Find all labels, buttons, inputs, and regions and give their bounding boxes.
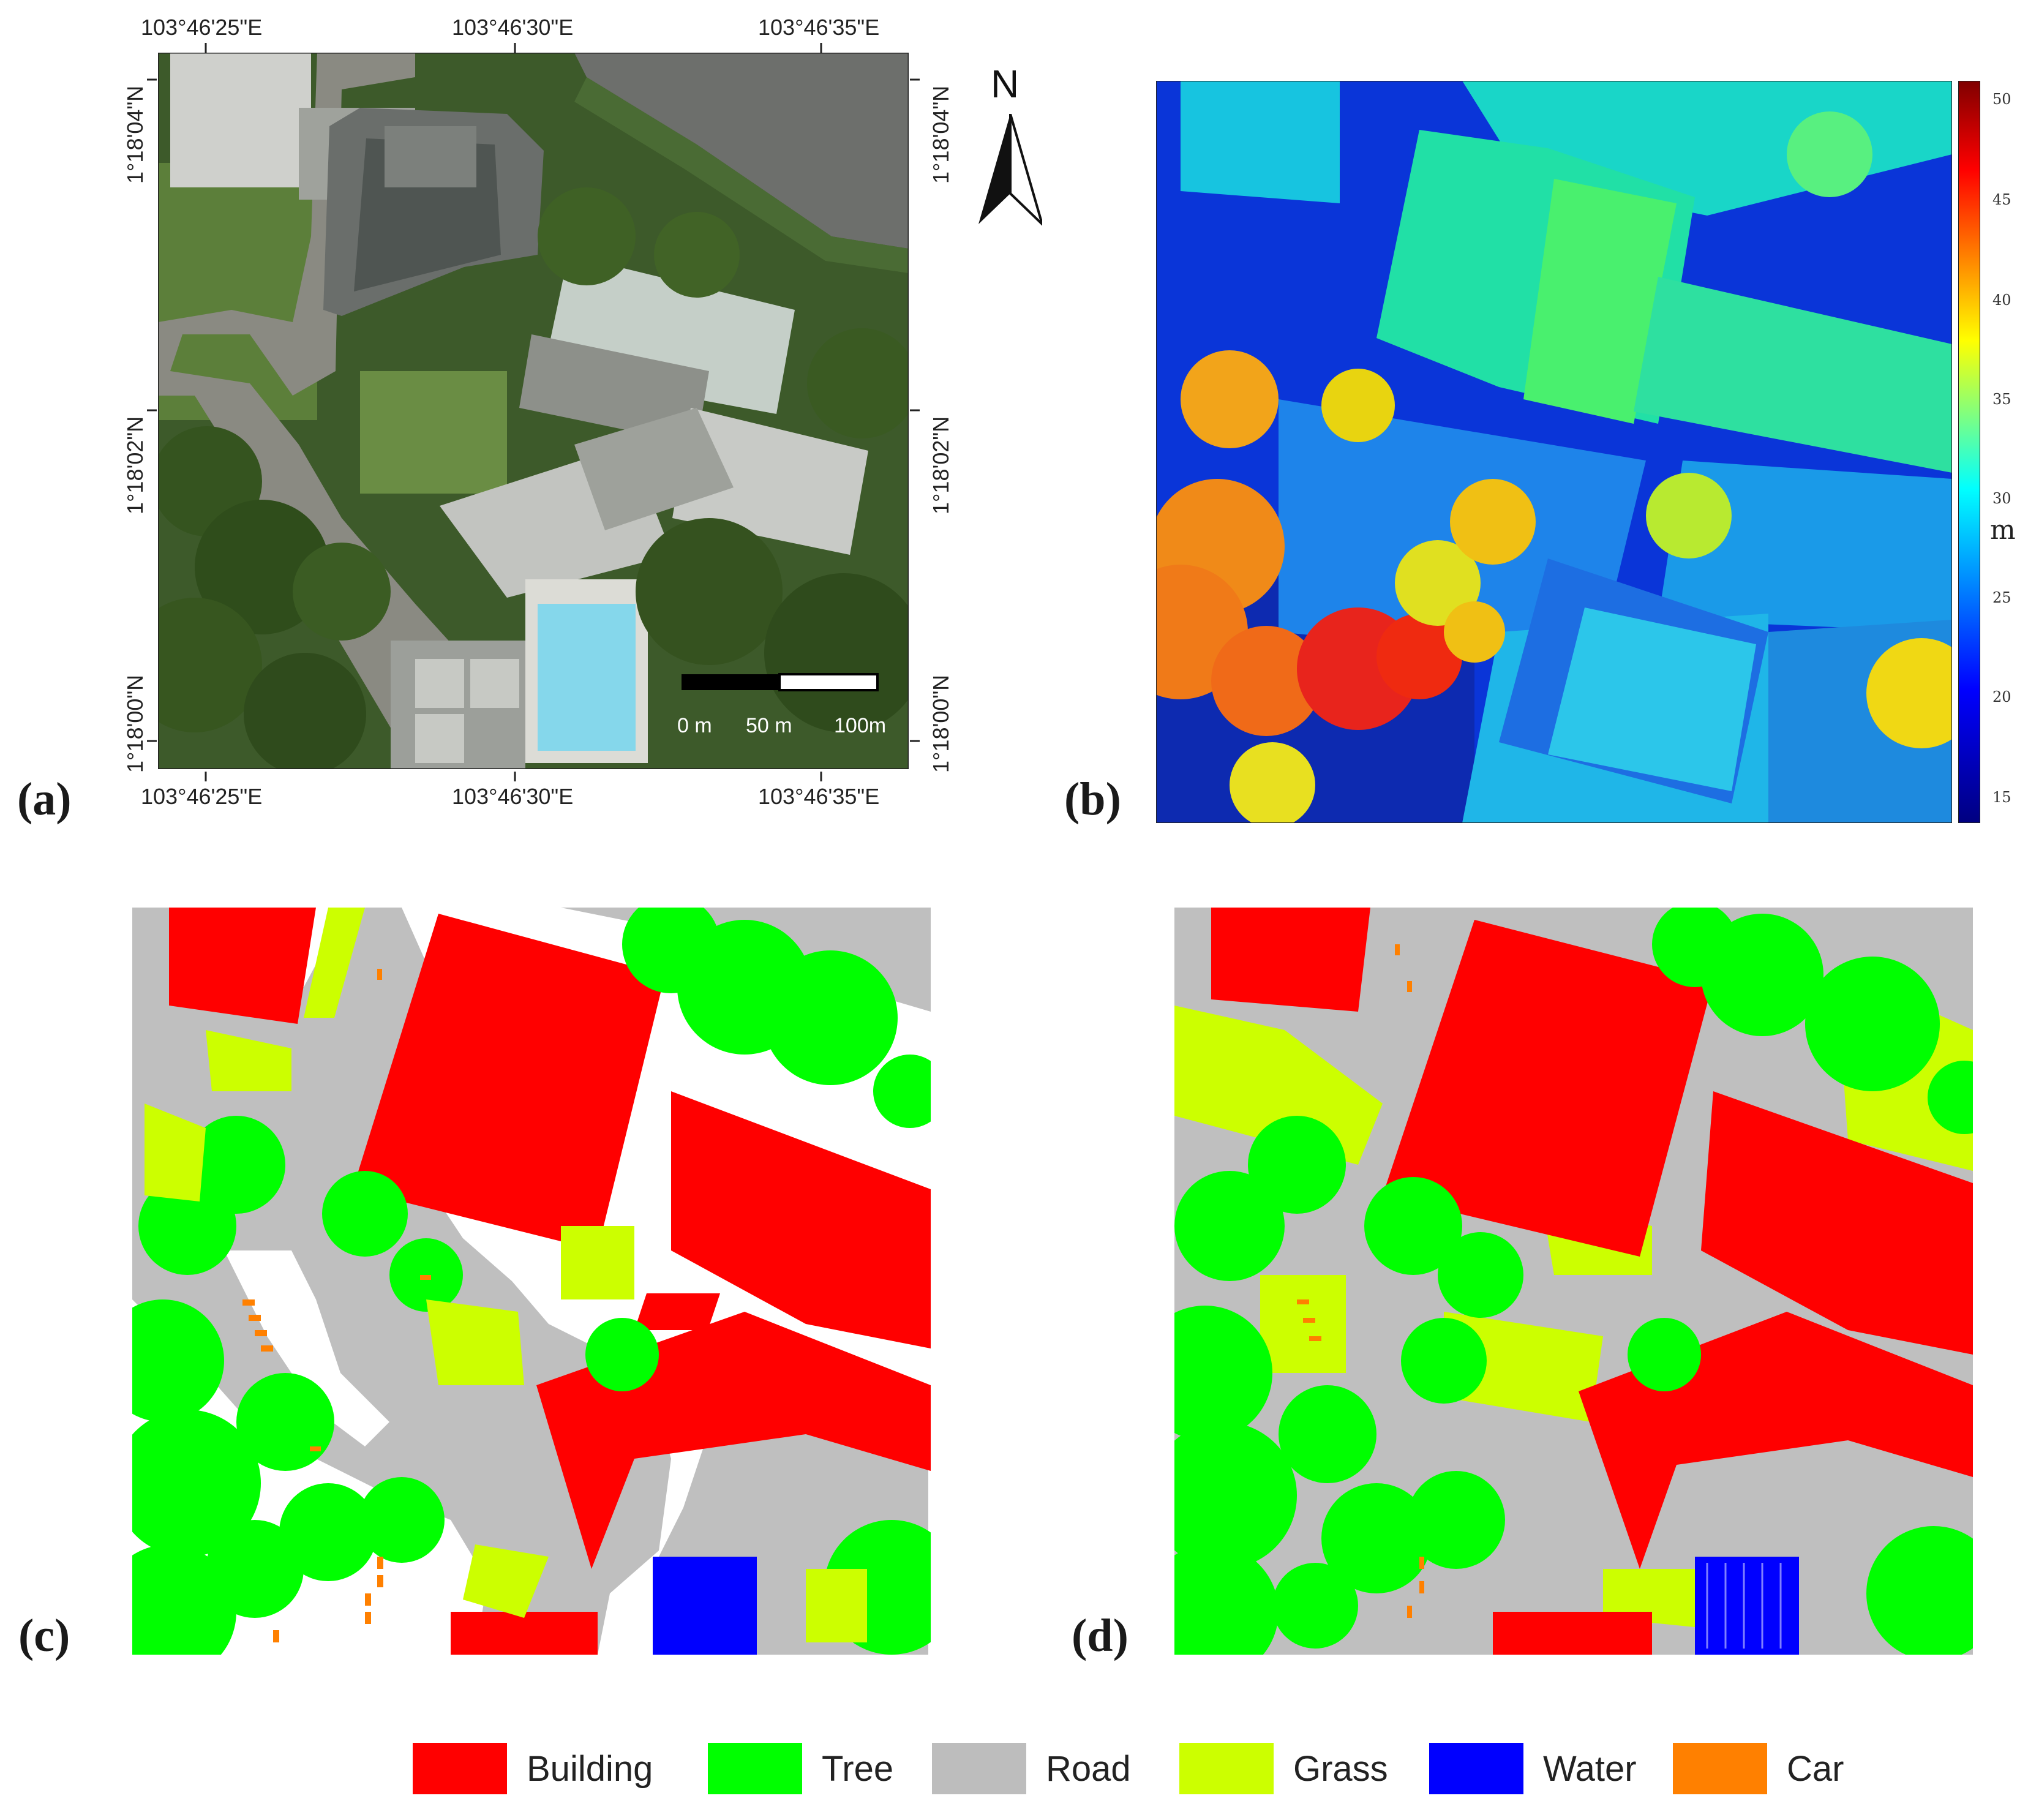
scalebar-label-100: 100m [834,714,887,737]
panel-label-a: (a) [17,773,72,825]
legend-swatch-car [1673,1743,1767,1794]
legend-label-road: Road [1046,1748,1131,1789]
colorbar-unit: m [1990,514,2016,546]
lon-top-1: 103°46'25"E [141,15,263,40]
panel-label-d: (d) [1072,1610,1129,1661]
colorbar-tick-35: 35 [1992,391,2011,408]
legend-swatch-grass [1179,1743,1274,1794]
legend-swatch-building [413,1743,507,1794]
colorbar-tick-15: 15 [1992,789,2011,806]
lon-top-3: 103°46'35"E [758,15,880,40]
colorbar-tick-45: 45 [1992,191,2011,208]
lat-right-3: 1°18'00"N [928,674,953,773]
colorbar-tick-50: 50 [1992,91,2011,108]
colorbar-tick-20: 20 [1992,688,2011,705]
dsm-image [1156,81,1952,823]
graticule-ticks [147,43,920,781]
legend-item-water: Water [1429,1743,1637,1794]
panel-label-b: (b) [1064,773,1121,825]
scalebar-label-0: 0 m [677,714,712,737]
legend-label-grass: Grass [1293,1748,1388,1789]
lat-right-2: 1°18'02"N [928,416,953,514]
panel-d: (d) [1010,857,2028,1672]
aerial-image [158,53,909,769]
colorbar-tick-40: 40 [1992,291,2011,309]
legend-swatch-water [1429,1743,1523,1794]
legend-item-building: Building [413,1743,653,1794]
classification-map [1174,908,1973,1655]
panel-a: 103°46'25"E 103°46'30"E 103°46'35"E 103°… [0,0,1042,839]
legend-item-road: Road [932,1743,1131,1794]
north-arrow: N [974,61,1047,233]
lon-bottom-3: 103°46'35"E [758,784,880,809]
colorbar [1958,81,1980,823]
legend: Building Tree Road Grass Water Car [413,1743,1882,1798]
lat-left-1: 1°18'04"N [122,85,148,184]
lon-top-2: 103°46'30"E [452,15,574,40]
colorbar-tick-30: 30 [1992,490,2011,507]
ground-truth-map [132,908,931,1655]
legend-label-water: Water [1543,1748,1637,1789]
panel-b: 50 45 40 35 30 25 20 15 m (b) [1010,0,2028,839]
legend-item-tree: Tree [708,1743,893,1794]
legend-label-car: Car [1787,1748,1844,1789]
north-label: N [991,62,1020,106]
panel-label-c: (c) [18,1610,70,1661]
colorbar-tick-25: 25 [1992,589,2011,606]
lat-left-3: 1°18'00"N [122,674,148,773]
legend-item-grass: Grass [1179,1743,1388,1794]
legend-label-tree: Tree [822,1748,894,1789]
scalebar-label-50: 50 m [746,714,792,737]
north-arrow-icon [978,114,1042,226]
lat-left-2: 1°18'02"N [122,416,148,514]
lon-bottom-2: 103°46'30"E [452,784,574,809]
lon-bottom-1: 103°46'25"E [141,784,263,809]
legend-item-car: Car [1673,1743,1844,1794]
legend-label-building: Building [527,1748,653,1789]
panel-c: (c) [0,857,1004,1672]
legend-swatch-tree [708,1743,802,1794]
legend-swatch-road [932,1743,1026,1794]
lat-right-1: 1°18'04"N [928,85,953,184]
